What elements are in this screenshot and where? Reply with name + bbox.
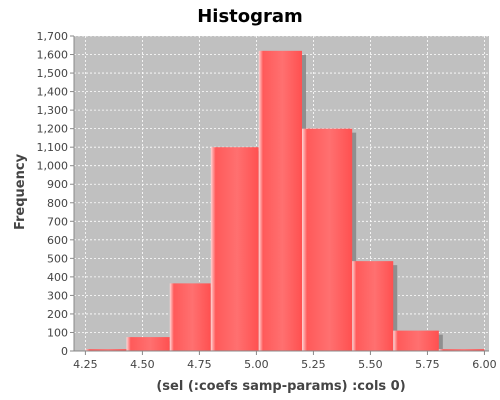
y-tick-label: 600 bbox=[47, 234, 68, 247]
histogram-bar bbox=[352, 261, 394, 351]
y-axis-ticks: 0 100 200 300 400 500 600 700 800 900 1,000 1,100 1,… bbox=[37, 30, 74, 358]
x-tick-label: 5.50 bbox=[358, 358, 383, 371]
y-tick-label: 1,100 bbox=[37, 141, 69, 154]
y-tick-label: 200 bbox=[47, 308, 68, 321]
x-tick-label: 5.75 bbox=[415, 358, 440, 371]
chart-title: Histogram bbox=[197, 6, 303, 27]
x-tick-label: 6.00 bbox=[472, 358, 497, 371]
y-tick-label: 1,000 bbox=[37, 160, 69, 173]
histogram-bar bbox=[438, 349, 485, 351]
y-tick-label: 1,200 bbox=[37, 123, 69, 136]
y-tick-label: 700 bbox=[47, 215, 68, 228]
x-tick-label: 4.25 bbox=[73, 358, 98, 371]
x-axis-ticks: 4.25 4.50 4.75 5.00 5.25 5.50 5.75 6.00 bbox=[73, 351, 497, 371]
y-tick-label: 1,400 bbox=[37, 86, 69, 99]
x-axis-label: (sel (:coefs samp-params) :cols 0) bbox=[156, 379, 405, 394]
y-tick-label: 1,500 bbox=[37, 67, 69, 80]
y-tick-label: 0 bbox=[61, 345, 68, 358]
y-tick-label: 800 bbox=[47, 197, 68, 210]
histogram-bars bbox=[85, 50, 485, 352]
histogram-bar bbox=[302, 128, 353, 351]
histogram-bar bbox=[393, 330, 439, 351]
y-tick-label: 300 bbox=[47, 289, 68, 302]
y-tick-label: 1,300 bbox=[37, 104, 69, 117]
y-tick-label: 400 bbox=[47, 271, 68, 284]
y-tick-label: 1,600 bbox=[37, 49, 69, 62]
histogram-bar bbox=[85, 349, 127, 351]
histogram-bar bbox=[126, 337, 170, 351]
y-tick-label: 1,700 bbox=[37, 30, 69, 43]
x-tick-label: 4.75 bbox=[187, 358, 212, 371]
axes bbox=[73, 36, 489, 352]
y-tick-label: 100 bbox=[47, 326, 68, 339]
x-tick-label: 5.25 bbox=[301, 358, 326, 371]
histogram-bar bbox=[210, 147, 259, 351]
y-tick-label: 500 bbox=[47, 252, 68, 265]
histogram-bar bbox=[258, 50, 303, 352]
histogram-bar bbox=[169, 283, 211, 351]
x-tick-label: 4.50 bbox=[130, 358, 155, 371]
x-tick-label: 5.00 bbox=[244, 358, 269, 371]
y-axis-label: Frequency bbox=[13, 153, 28, 230]
y-tick-label: 900 bbox=[47, 178, 68, 191]
